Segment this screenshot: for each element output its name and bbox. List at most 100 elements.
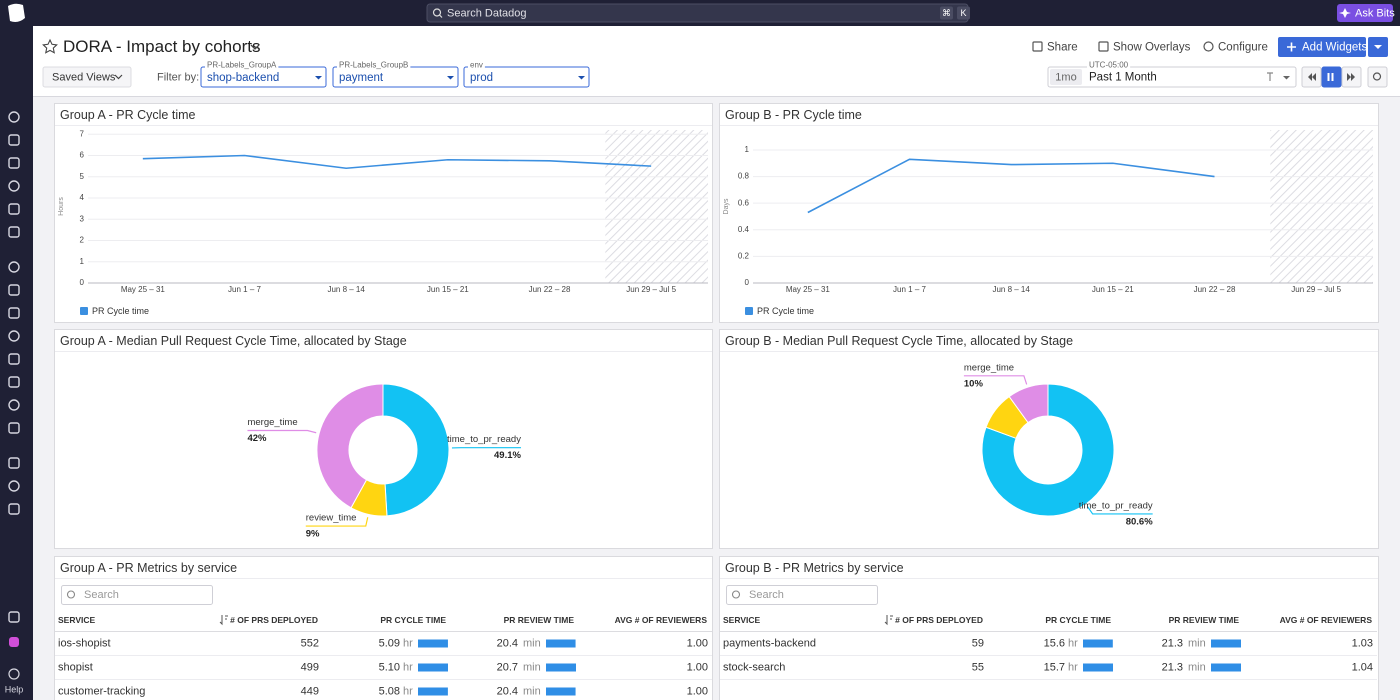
table-cell-unit: min	[523, 637, 541, 649]
column-header: AVG # OF REVIEWERS	[615, 615, 708, 625]
saved-views-button[interactable]	[42, 66, 132, 88]
segment-value-label: 42%	[247, 433, 267, 444]
donut-segment	[316, 383, 384, 509]
segment-value-label: 49.1%	[494, 450, 521, 461]
table-cell-unit: hr	[403, 661, 413, 673]
nav-icon[interactable]	[8, 111, 20, 123]
title-chevron[interactable]	[250, 44, 260, 50]
widget-title: Group A - PR Metrics by service	[60, 561, 237, 575]
shortcut-key-label: ⌘	[942, 8, 951, 18]
x-tick-label: Jun 8 – 14	[992, 285, 1030, 294]
ask-bits-button[interactable]	[1337, 4, 1393, 22]
x-tick-label: Jun 22 – 28	[1194, 285, 1236, 294]
column-header: # OF PRS DEPLOYED	[895, 615, 983, 625]
nav-icon[interactable]	[8, 134, 20, 146]
nav-icon[interactable]	[8, 307, 20, 319]
variable-caret	[578, 76, 585, 80]
shortcut-key	[957, 6, 970, 20]
widget	[719, 556, 1379, 700]
y-axis-label: Hours	[58, 197, 65, 216]
table-cell: ios-shopist	[58, 637, 111, 649]
nav-icon[interactable]	[8, 611, 20, 623]
variable-value: payment	[339, 72, 384, 84]
sort-icon[interactable]	[884, 615, 893, 626]
table-cell: 1.04	[1352, 661, 1373, 673]
nav-icon[interactable]	[8, 399, 20, 411]
nav-icon[interactable]	[8, 480, 20, 492]
table-search[interactable]	[61, 585, 213, 605]
nav-icon[interactable]	[8, 203, 20, 215]
dashboard-title: DORA - Impact by cohorts	[63, 37, 260, 56]
x-tick-label: Jun 29 – Jul 5	[1291, 285, 1341, 294]
nav-icon[interactable]	[8, 157, 20, 169]
add-widgets-button[interactable]	[1278, 37, 1366, 57]
saved-views-label: Saved Views	[52, 71, 116, 83]
table-cell: 20.7	[497, 661, 518, 673]
pin-icon[interactable]	[1267, 72, 1273, 81]
column-header: PR CYCLE TIME	[1045, 615, 1111, 625]
cell-bar	[1211, 663, 1241, 672]
table-cell-unit: min	[523, 685, 541, 697]
sort-icon[interactable]	[219, 615, 228, 626]
nav-icon[interactable]	[8, 457, 20, 469]
shortcut-key-label: K	[960, 8, 966, 18]
nav-icon[interactable]	[8, 226, 20, 238]
nav-icon[interactable]	[8, 261, 20, 273]
nav-icon[interactable]	[8, 353, 20, 365]
header-action-icon[interactable]	[1203, 41, 1214, 52]
table-cell: 552	[301, 637, 319, 649]
nav-icon[interactable]	[8, 422, 20, 434]
y-tick-label: 0	[80, 278, 85, 287]
timeframe-caret[interactable]	[1283, 76, 1290, 80]
header-action-icon[interactable]	[1032, 41, 1043, 52]
column-header: # OF PRS DEPLOYED	[230, 615, 318, 625]
column-header: AVG # OF REVIEWERS	[1280, 615, 1373, 625]
segment-label: review_time	[306, 513, 357, 524]
table-cell: 1.03	[1352, 637, 1373, 649]
time-control-button[interactable]	[1367, 66, 1388, 88]
shortcut-key	[940, 6, 953, 20]
timeframe-select[interactable]	[1047, 66, 1297, 88]
x-tick-label: Jun 22 – 28	[529, 285, 571, 294]
search-icon	[439, 14, 443, 18]
nav-icon[interactable]	[8, 284, 20, 296]
table-cell: 59	[972, 637, 984, 649]
header-action-icon[interactable]	[1098, 41, 1109, 52]
variable-name: PR-Labels_GroupB	[339, 61, 408, 70]
table-search[interactable]	[726, 585, 878, 605]
nav-icon[interactable]	[8, 180, 20, 192]
header-action: Show Overlays	[1113, 42, 1191, 54]
table-cell: 5.09	[379, 637, 400, 649]
cell-bar	[1083, 639, 1113, 648]
cell-bar	[418, 663, 448, 672]
table-cell: 1.00	[687, 661, 708, 673]
table-cell: 21.3	[1162, 661, 1183, 673]
variable-select[interactable]	[463, 66, 590, 88]
nav-icon-active[interactable]	[9, 637, 19, 647]
nav-icon[interactable]	[8, 503, 20, 515]
cell-bar	[1083, 663, 1113, 672]
header-action: Share	[1047, 42, 1078, 54]
table-cell: 15.6	[1044, 637, 1065, 649]
rewind-icon	[1308, 73, 1316, 81]
x-tick-label: Jun 15 – 21	[427, 285, 469, 294]
help-icon[interactable]	[8, 668, 20, 680]
y-tick-label: 0.4	[738, 225, 750, 234]
table-cell-unit: min	[1188, 661, 1206, 673]
favorite-star[interactable]	[42, 38, 58, 54]
y-tick-label: 0.8	[738, 172, 750, 181]
line-series	[807, 158, 1215, 214]
table-cell: 5.10	[379, 661, 400, 673]
column-header: PR REVIEW TIME	[504, 615, 575, 625]
y-tick-label: 0.2	[738, 252, 750, 261]
table-cell: 449	[301, 685, 319, 697]
y-tick-label: 5	[80, 172, 85, 181]
widget	[54, 556, 713, 700]
table-cell: 15.7	[1044, 661, 1065, 673]
dropdown-caret	[1374, 45, 1382, 49]
nav-icon[interactable]	[8, 330, 20, 342]
logo	[8, 3, 25, 23]
label-leader	[963, 375, 1028, 385]
nav-icon[interactable]	[8, 376, 20, 388]
